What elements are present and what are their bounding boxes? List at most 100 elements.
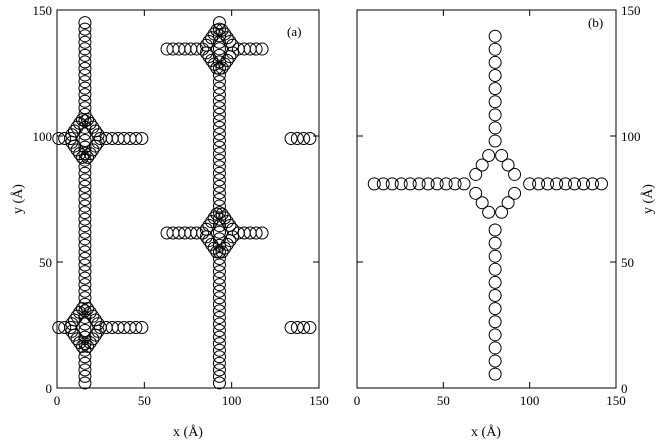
data-point (212, 107, 226, 121)
data-point (403, 177, 417, 191)
data-point (212, 330, 226, 344)
data-point (78, 343, 92, 357)
x-tick-label: 50 (138, 393, 151, 408)
y-tick-label: 50 (621, 255, 634, 270)
data-point (218, 57, 232, 71)
data-point (78, 356, 92, 370)
data-point (78, 94, 92, 108)
data-point (70, 120, 84, 134)
data-point (220, 237, 234, 251)
data-point (73, 116, 87, 130)
data-point (488, 95, 502, 109)
data-point (249, 226, 263, 240)
data-point (78, 88, 92, 102)
data-point (210, 245, 224, 259)
data-point (78, 251, 92, 265)
data-point (205, 53, 219, 67)
data-point (523, 177, 537, 191)
data-point (482, 205, 496, 219)
data-point (81, 150, 95, 164)
panel-a-ylabel: y (Å) (10, 184, 26, 214)
data-point (78, 310, 92, 324)
data-point (81, 113, 95, 127)
data-point (86, 332, 100, 346)
data-point (212, 120, 226, 134)
data-point (78, 232, 92, 246)
data-point (532, 177, 546, 191)
data-point (226, 46, 240, 60)
x-tick-label: 150 (606, 393, 626, 408)
data-point (303, 132, 317, 146)
data-point (78, 153, 92, 167)
data-point (412, 177, 426, 191)
data-point (501, 196, 515, 210)
x-tick-label: 150 (309, 393, 329, 408)
data-point (212, 16, 226, 30)
data-point (207, 27, 221, 41)
data-point (212, 186, 226, 200)
y-tick-label: 0 (46, 381, 53, 396)
data-point (212, 101, 226, 115)
data-point (212, 140, 226, 154)
data-point (91, 324, 105, 338)
data-point (212, 337, 226, 351)
data-point (212, 251, 226, 265)
data-point (73, 147, 87, 161)
data-point (78, 350, 92, 364)
data-point (78, 337, 92, 351)
data-point (78, 68, 92, 82)
data-point (58, 321, 72, 335)
data-point (550, 177, 564, 191)
data-point (488, 354, 502, 368)
data-point (226, 230, 240, 244)
data-point (284, 132, 298, 146)
data-point (78, 245, 92, 259)
data-point (212, 304, 226, 318)
data-point (215, 61, 229, 75)
data-point (58, 132, 72, 146)
data-point (488, 328, 502, 342)
data-point (212, 284, 226, 298)
data-point (78, 55, 92, 69)
data-point (215, 23, 229, 37)
data-point (78, 22, 92, 36)
data-point (212, 68, 226, 82)
data-point (81, 339, 95, 353)
data-point (212, 114, 226, 128)
data-point (297, 321, 311, 335)
data-point (207, 57, 221, 71)
data-point (73, 336, 87, 350)
data-point (212, 199, 226, 213)
data-point (78, 134, 92, 148)
data-point (202, 50, 216, 64)
data-point (78, 75, 92, 89)
data-point (207, 241, 221, 255)
data-point (78, 284, 92, 298)
data-point (78, 225, 92, 239)
data-point (215, 207, 229, 221)
data-point (488, 82, 502, 96)
data-point (212, 278, 226, 292)
data-point (212, 343, 226, 357)
data-point (78, 212, 92, 226)
data-point (78, 48, 92, 62)
data-point (212, 225, 226, 239)
data-point (218, 27, 232, 41)
data-point (212, 193, 226, 207)
data-point (199, 46, 213, 60)
data-point (70, 309, 84, 323)
data-point (448, 177, 462, 191)
y-tick-label: 150 (33, 3, 53, 18)
data-point (78, 186, 92, 200)
data-point (488, 315, 502, 329)
data-point (475, 158, 489, 172)
data-point (210, 207, 224, 221)
panel-b-label: (b) (588, 15, 603, 30)
data-point (385, 177, 399, 191)
data-point (501, 158, 515, 172)
data-point (212, 160, 226, 174)
data-point (78, 173, 92, 187)
data-point (541, 177, 555, 191)
data-point (212, 173, 226, 187)
